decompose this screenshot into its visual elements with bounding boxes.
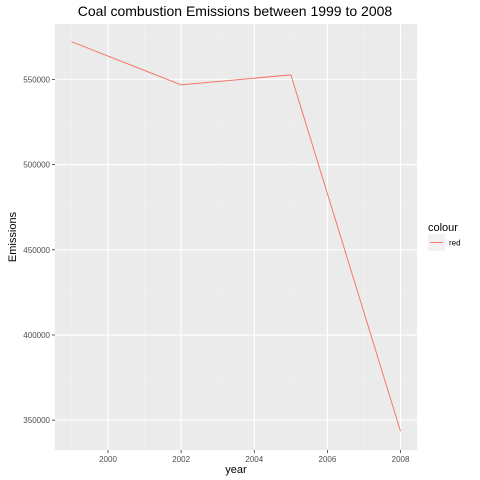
x-tick-label: 2002 — [172, 455, 190, 464]
y-axis: 350000 400000 450000 500000 550000 — [23, 75, 55, 425]
x-tick-label: 2004 — [245, 455, 263, 464]
major-gridlines — [55, 24, 417, 450]
plot-panel — [55, 24, 417, 450]
x-axis: 2000 2002 2004 2006 2008 — [99, 450, 410, 464]
legend-label-red: red — [449, 239, 461, 248]
y-tick-label: 550000 — [23, 75, 50, 84]
x-tick-label: 2006 — [319, 455, 337, 464]
series-line-red — [71, 41, 402, 432]
chart-title: Coal combustion Emissions between 1999 t… — [78, 3, 393, 19]
y-axis-title: Emissions — [7, 211, 19, 262]
legend-title: colour — [428, 222, 458, 234]
x-axis-title: year — [225, 464, 247, 476]
minor-gridlines — [55, 24, 417, 450]
data-series — [71, 41, 402, 432]
y-tick-label: 450000 — [23, 246, 50, 255]
y-tick-label: 400000 — [23, 331, 50, 340]
legend: colour red — [428, 222, 461, 251]
x-tick-label: 2008 — [392, 455, 410, 464]
y-tick-label: 350000 — [23, 416, 50, 425]
y-tick-label: 500000 — [23, 161, 50, 170]
x-tick-label: 2000 — [99, 455, 117, 464]
